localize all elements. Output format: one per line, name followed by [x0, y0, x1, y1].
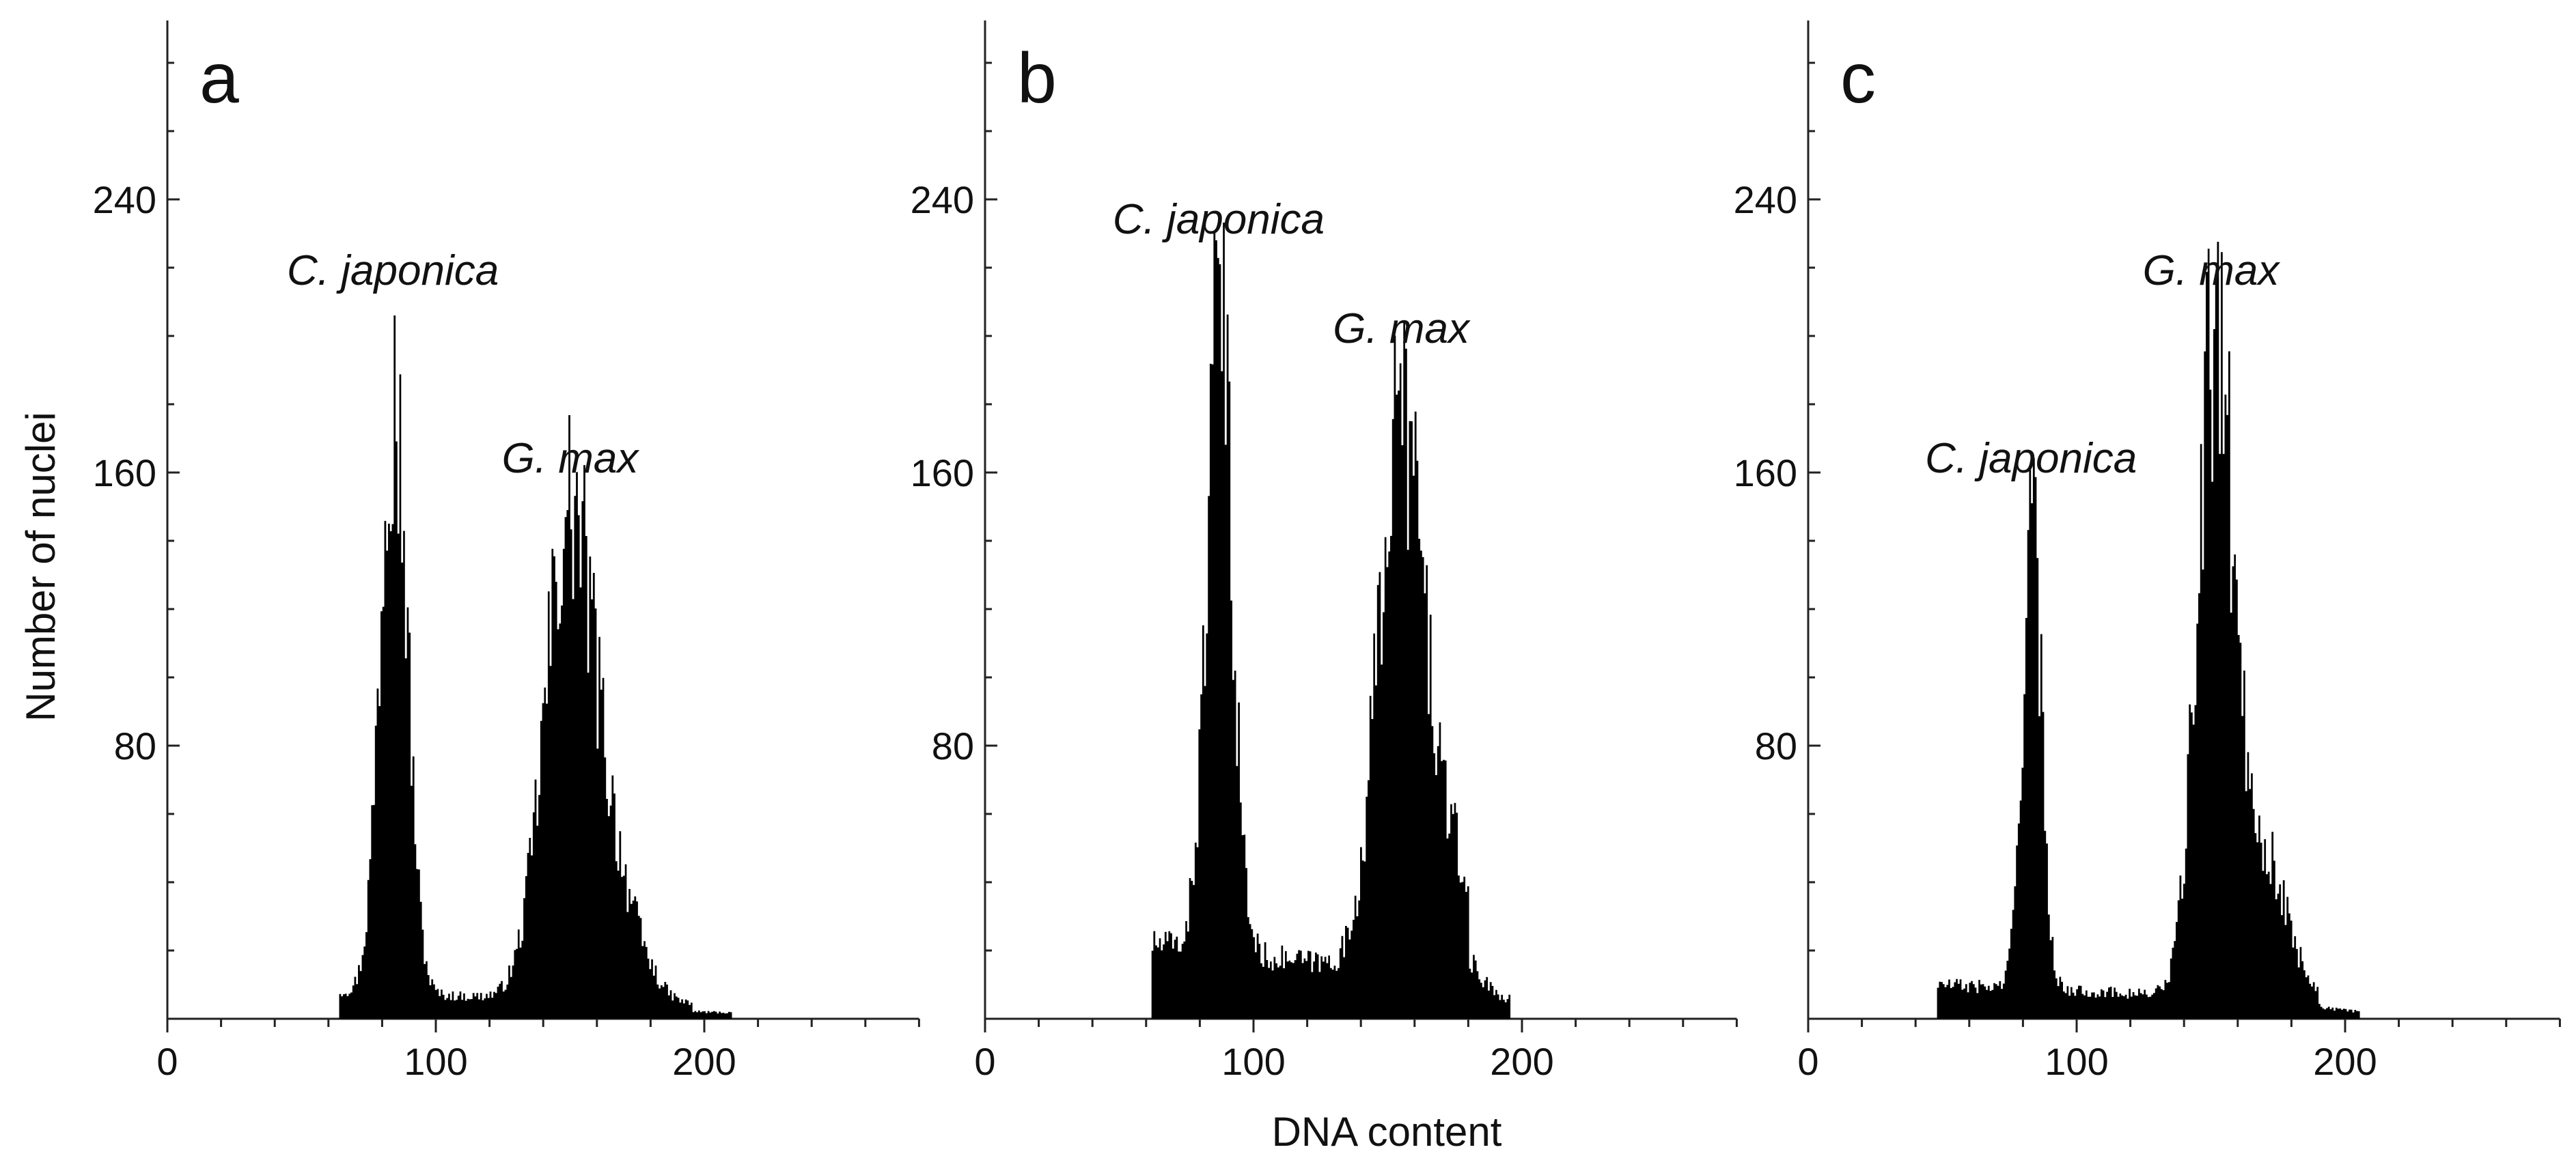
- x-tick-label: 100: [1221, 1040, 1285, 1083]
- peak-annotation: C. japonica: [1113, 196, 1325, 243]
- panel-c: 80 160 240 0 100 200 c C. japonica G. max: [1734, 20, 2561, 1083]
- x-tick-label: 200: [1490, 1040, 1553, 1083]
- x-tick-label: 100: [404, 1040, 467, 1083]
- y-tick-label: 80: [932, 724, 974, 767]
- y-tick-label: 80: [1755, 724, 1797, 767]
- y-tick-label: 160: [1734, 451, 1797, 494]
- peak-annotation: G. max: [502, 435, 640, 482]
- y-tick-label: 160: [93, 451, 156, 494]
- histogram-bars: [339, 315, 732, 1019]
- peak-annotation: C. japonica: [1925, 435, 2137, 482]
- x-tick-label: 0: [974, 1040, 995, 1083]
- peak-annotation: G. max: [1333, 305, 1471, 352]
- panel-letter: c: [1840, 39, 1876, 118]
- x-tick-label: 0: [156, 1040, 178, 1083]
- histogram-bars: [1151, 223, 1511, 1019]
- x-axis-title: DNA content: [1272, 1109, 1502, 1155]
- x-tick-label: 200: [672, 1040, 736, 1083]
- y-tick-label: 240: [1734, 178, 1797, 221]
- panel-letter: b: [1017, 39, 1057, 118]
- peak-annotation: G. max: [2143, 247, 2281, 294]
- panel-b: 80 160 240 0 100 200 b C. japonica G. max: [911, 20, 1738, 1083]
- y-tick-label: 240: [93, 178, 156, 221]
- y-tick-label: 160: [911, 451, 974, 494]
- panels-group: 80 160 240 0 100 200 a C. japonica G. max 80 160 24…: [93, 20, 2561, 1083]
- y-tick-label: 80: [114, 724, 156, 767]
- histogram-bars: [1937, 242, 2360, 1019]
- y-tick-label: 240: [911, 178, 974, 221]
- y-axis-title: Number of nuclei: [18, 412, 64, 722]
- panel-a: 80 160 240 0 100 200 a C. japonica G. max: [93, 20, 920, 1083]
- x-tick-label: 100: [2045, 1040, 2108, 1083]
- peak-annotation: C. japonica: [287, 247, 499, 294]
- panel-letter: a: [199, 39, 239, 118]
- x-tick-label: 0: [1797, 1040, 1818, 1083]
- x-tick-label: 200: [2313, 1040, 2377, 1083]
